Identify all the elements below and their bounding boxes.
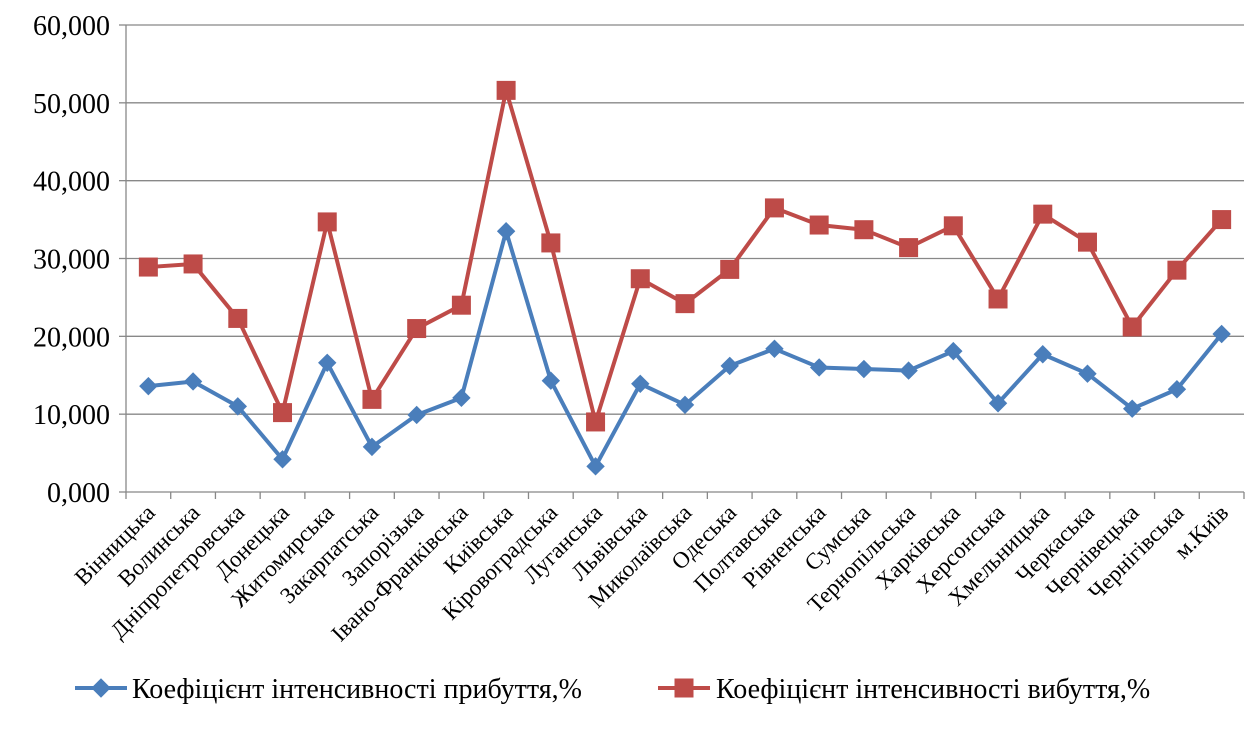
y-tick-label: 0,000 [47, 478, 110, 509]
legend-item: Коефіцієнт інтенсивності вибуття,% [658, 674, 1150, 705]
data-point [899, 361, 918, 380]
data-point [273, 450, 292, 469]
series-2 [138, 80, 1232, 432]
series-1 [139, 222, 1231, 476]
data-point [496, 222, 516, 241]
series-line [148, 88, 1224, 424]
data-point [362, 389, 382, 409]
data-point [988, 394, 1008, 413]
data-point [944, 341, 963, 361]
y-tick-label: 40,000 [33, 167, 110, 198]
data-point [720, 356, 739, 376]
data-point [720, 259, 740, 279]
legend-label: Коефіцієнт інтенсивності вибуття,% [716, 674, 1150, 705]
y-tick-label: 10,000 [33, 400, 110, 431]
y-tick-labels: 0,000 10,000 20,000 30,000 40,000 50,000 60,00… [33, 11, 110, 509]
y-tick-label: 50,000 [33, 89, 110, 120]
data-point [809, 358, 829, 377]
data-point [943, 216, 963, 236]
data-point [631, 374, 650, 394]
data-point [854, 220, 874, 240]
data-point [630, 269, 650, 289]
data-point [1167, 260, 1187, 280]
data-point [407, 405, 426, 425]
data-point [541, 233, 561, 253]
data-point [407, 319, 427, 339]
data-point [1212, 324, 1231, 344]
data-point [496, 80, 516, 100]
data-point [1077, 232, 1097, 252]
data-point [586, 457, 605, 476]
x-tick-labels: ВінницькаВолинськаДніпропетровськаДонець… [70, 500, 1234, 647]
data-point [317, 212, 337, 232]
gridlines [126, 24, 1244, 415]
data-point [183, 254, 203, 274]
data-point [586, 412, 606, 432]
data-point [1078, 364, 1097, 383]
data-point [854, 359, 874, 379]
data-point [451, 295, 471, 315]
data-point [1167, 380, 1187, 399]
data-point [899, 238, 919, 258]
data-point [452, 388, 471, 408]
data-point [139, 376, 158, 396]
data-point [362, 437, 382, 457]
data-point [765, 339, 784, 358]
data-point [675, 395, 695, 415]
legend: Коефіцієнт інтенсивності прибуття,% Коефі… [75, 674, 1150, 705]
data-point [1122, 317, 1142, 337]
data-point [1122, 399, 1142, 418]
data-point [541, 371, 561, 390]
data-point [318, 353, 337, 373]
series-line [148, 229, 1224, 469]
data-point [764, 198, 784, 218]
legend-marker [91, 678, 111, 698]
axes [119, 24, 1245, 499]
legend-item: Коефіцієнт інтенсивності прибуття,% [75, 674, 582, 705]
data-point [1033, 345, 1052, 364]
data-point [138, 257, 158, 277]
series [138, 80, 1232, 476]
data-point [183, 372, 203, 391]
legend-marker [674, 678, 694, 698]
data-point [675, 294, 695, 314]
data-point [1033, 204, 1053, 224]
data-point [273, 403, 293, 423]
y-tick-label: 30,000 [33, 245, 110, 276]
legend-label: Коефіцієнт інтенсивності прибуття,% [132, 674, 582, 705]
data-point [809, 215, 829, 235]
data-point [228, 397, 248, 416]
data-point [1212, 210, 1232, 230]
data-point [228, 308, 248, 328]
y-tick-label: 20,000 [33, 322, 110, 353]
data-point [988, 289, 1008, 309]
y-tick-label: 60,000 [33, 11, 110, 42]
